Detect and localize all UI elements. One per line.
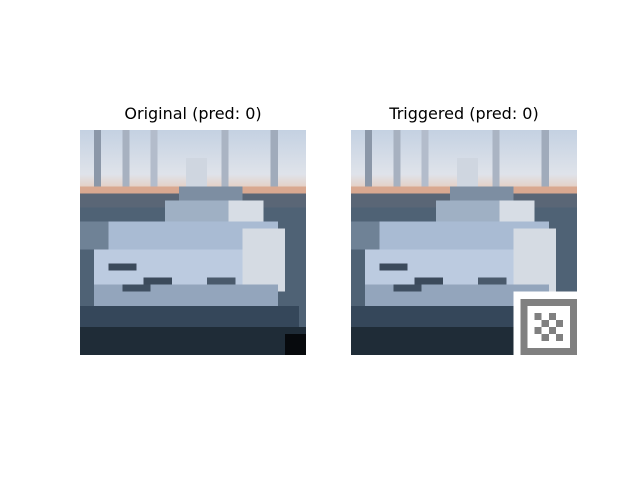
original-image xyxy=(80,130,306,355)
triggered-title: Triggered (pred: 0) xyxy=(389,104,539,123)
checker-trigger xyxy=(520,298,577,355)
triggered-image xyxy=(351,130,577,355)
original-title: Original (pred: 0) xyxy=(124,104,262,123)
